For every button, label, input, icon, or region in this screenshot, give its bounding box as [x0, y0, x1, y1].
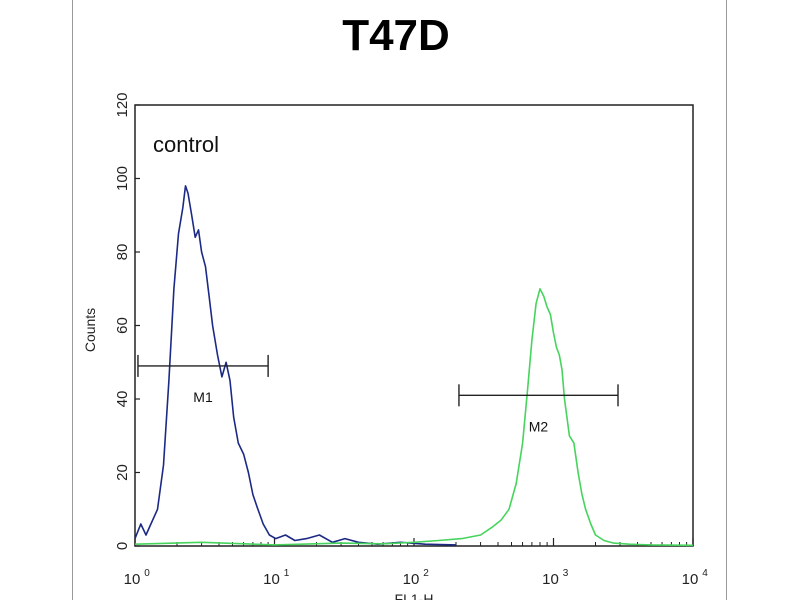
plot-border	[134, 104, 694, 547]
x-tick-label-4: 10	[682, 571, 699, 588]
y-tick-label-20: 20	[114, 464, 131, 481]
x-tick-exponent-0: 0	[144, 568, 150, 579]
marker-m1: M1	[137, 354, 269, 405]
x-tick-label-1: 10	[263, 571, 280, 588]
x-tick-label-0: 10	[124, 571, 141, 588]
chart-title: T47D	[342, 11, 450, 60]
x-tick-label-2: 10	[403, 571, 420, 588]
x-axis-label: FL1-H	[395, 591, 434, 600]
control-annotation: control	[153, 132, 219, 157]
y-axis: 0 20 40 60 80 100 120	[114, 92, 140, 550]
histogram-series-2	[134, 288, 694, 547]
x-tick-exponent-3: 3	[563, 568, 569, 579]
marker-label: M1	[193, 389, 213, 405]
marker-layer: M1 M2	[137, 354, 619, 434]
x-tick-exponent-2: 2	[423, 568, 429, 579]
series-layer	[134, 185, 694, 547]
y-tick-label-120: 120	[114, 92, 131, 117]
x-tick-exponent-1: 1	[284, 568, 290, 579]
y-tick-label-80: 80	[114, 244, 131, 261]
marker-label: M2	[529, 418, 549, 434]
histogram-series-1	[134, 185, 457, 546]
y-tick-label-100: 100	[114, 166, 131, 191]
x-tick-label-3: 10	[542, 571, 559, 588]
plot-area	[134, 104, 694, 547]
x-axis: 10 0 10 1 10 2 10 3 10 4	[124, 538, 708, 588]
y-axis-label: Counts	[82, 308, 98, 352]
x-tick-exponent-4: 4	[702, 568, 708, 579]
y-tick-label-0: 0	[114, 542, 131, 550]
y-tick-label-40: 40	[114, 391, 131, 408]
figure-frame	[72, 0, 727, 600]
y-tick-label-60: 60	[114, 317, 131, 334]
marker-m2: M2	[458, 384, 619, 434]
